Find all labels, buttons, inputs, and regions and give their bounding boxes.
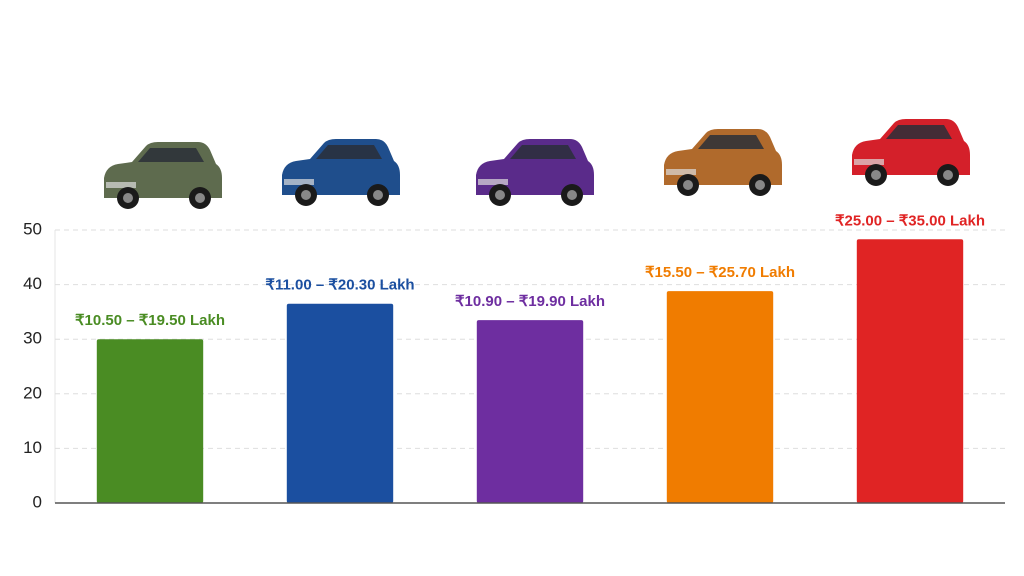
price-label: ₹11.00 – ₹20.30 Lakh [265,277,414,294]
y-tick-label: 50 [23,219,42,238]
car-image [664,129,782,196]
car-image [282,139,400,206]
car-image [476,139,594,206]
bar [476,320,584,503]
y-tick-label: 0 [33,492,42,511]
car-image [852,119,970,186]
y-tick-label: 10 [23,438,42,457]
price-label: ₹10.50 – ₹19.50 Lakh [75,312,225,329]
y-tick-label: 20 [23,383,42,402]
y-tick-label: 30 [23,329,42,348]
car-images [104,119,970,209]
price-label: ₹25.00 – ₹35.00 Lakh [835,212,985,229]
price-label: ₹15.50 – ₹25.70 Lakh [645,264,795,281]
bar [856,239,964,504]
y-tick-label: 40 [23,274,42,293]
car-image [104,142,222,209]
price-label: ₹10.90 – ₹19.90 Lakh [455,293,605,310]
bar [286,303,394,503]
bar [666,291,774,503]
bar [96,339,204,503]
